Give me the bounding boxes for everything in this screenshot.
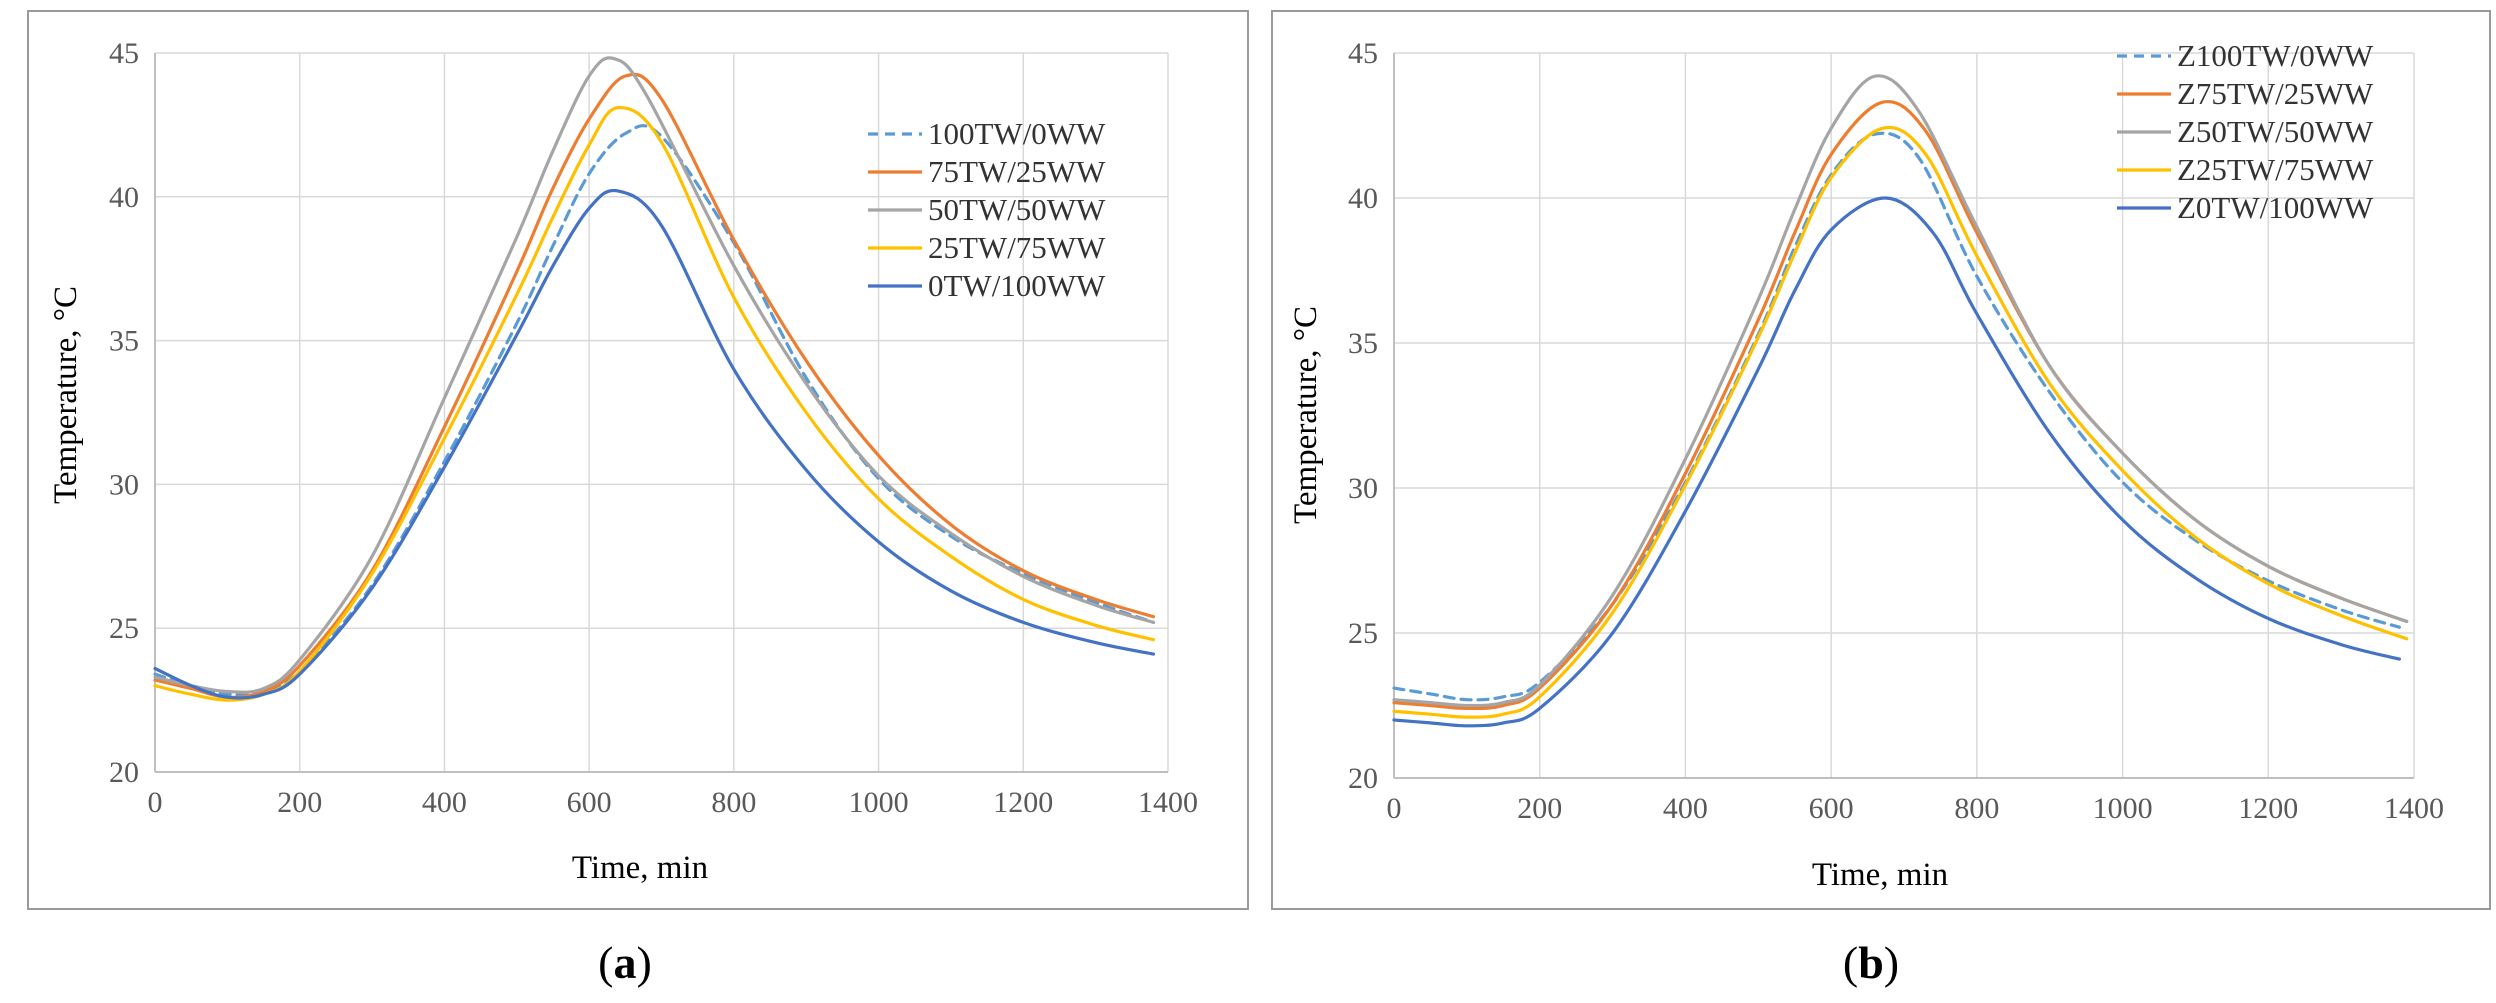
grid-b bbox=[1393, 52, 2415, 779]
chart-panel-b: 0 200 400 600 800 1000 1200 1400 20 25 30 35 40 45 T… bbox=[1271, 10, 2491, 988]
chart-panel-a: 0 200 400 600 800 1000 1200 1400 20 25 30 35 40 45 T… bbox=[27, 10, 1249, 988]
legend-label-b-4: Z0TW/100WW bbox=[2177, 190, 2374, 225]
x-tick-label: 800 bbox=[711, 786, 756, 819]
legend-label-b-1: Z75TW/25WW bbox=[2177, 76, 2374, 111]
caption-a: (a) bbox=[598, 937, 652, 988]
x-ticks-a: 0 200 400 600 800 1000 1200 1400 bbox=[148, 786, 1199, 819]
x-tick-label: 0 bbox=[148, 786, 163, 819]
legend-label-b-2: Z50TW/50WW bbox=[2177, 114, 2374, 149]
y-tick-label: 40 bbox=[1348, 182, 1378, 215]
series-line-b-2 bbox=[1392, 74, 2409, 708]
x-tick-label: 0 bbox=[1387, 792, 1402, 825]
legend-label-a-1: 75TW/25WW bbox=[928, 154, 1106, 189]
series-line-a-2 bbox=[153, 56, 1156, 694]
x-tick-label: 200 bbox=[1517, 792, 1562, 825]
x-tick-label: 1200 bbox=[2238, 792, 2298, 825]
legend-label-b-0: Z100TW/0WW bbox=[2177, 38, 2374, 73]
chart-frame-a bbox=[27, 10, 1249, 910]
x-axis-label-a: Time, min bbox=[572, 850, 708, 886]
y-tick-label: 30 bbox=[109, 468, 139, 501]
series-line-a-4 bbox=[153, 188, 1156, 700]
series-group-b bbox=[1392, 74, 2409, 728]
series-line-b-3 bbox=[1392, 125, 2409, 719]
legend-a: 100TW/0WW75TW/25WW50TW/50WW25TW/75WW0TW/… bbox=[868, 116, 1106, 303]
x-tick-label: 1000 bbox=[2093, 792, 2153, 825]
y-tick-label: 45 bbox=[1348, 37, 1378, 70]
caption-a-letter: a bbox=[614, 937, 637, 988]
y-tick-label: 25 bbox=[1348, 617, 1378, 650]
y-ticks-a: 20 25 30 35 40 45 bbox=[109, 37, 139, 789]
series-line-b-0 bbox=[1392, 131, 2401, 702]
legend-b: Z100TW/0WWZ75TW/25WWZ50TW/50WWZ25TW/75WW… bbox=[2117, 38, 2374, 225]
y-tick-label: 25 bbox=[109, 612, 139, 645]
y-tick-label: 35 bbox=[109, 325, 139, 358]
y-tick-label: 20 bbox=[1348, 762, 1378, 795]
x-tick-label: 1400 bbox=[1138, 786, 1198, 819]
caption-b-close: ) bbox=[1884, 937, 1899, 988]
caption-b-open: ( bbox=[1843, 937, 1858, 988]
x-tick-label: 200 bbox=[277, 786, 322, 819]
series-line-a-0 bbox=[153, 124, 1156, 697]
x-tick-label: 1200 bbox=[993, 786, 1053, 819]
y-tick-label: 45 bbox=[109, 37, 139, 70]
caption-a-open: ( bbox=[598, 937, 613, 988]
legend-label-a-3: 25TW/75WW bbox=[928, 230, 1106, 265]
legend-label-b-3: Z25TW/75WW bbox=[2177, 152, 2374, 187]
y-tick-label: 35 bbox=[1348, 327, 1378, 360]
series-line-a-1 bbox=[153, 72, 1156, 699]
y-tick-label: 40 bbox=[109, 181, 139, 214]
series-line-b-4 bbox=[1392, 196, 2401, 728]
legend-label-a-4: 0TW/100WW bbox=[928, 268, 1106, 303]
y-axis-label-b: Temperature, °C bbox=[1288, 306, 1324, 524]
x-tick-label: 1400 bbox=[2384, 792, 2444, 825]
y-axis-label-a: Temperature, °C bbox=[48, 286, 84, 504]
caption-b: (b) bbox=[1843, 937, 1899, 988]
legend-label-a-2: 50TW/50WW bbox=[928, 192, 1106, 227]
y-ticks-b: 20 25 30 35 40 45 bbox=[1348, 37, 1378, 795]
x-tick-label: 400 bbox=[1663, 792, 1708, 825]
legend-label-a-0: 100TW/0WW bbox=[928, 116, 1106, 151]
x-tick-label: 600 bbox=[567, 786, 612, 819]
series-group-a bbox=[153, 56, 1156, 702]
x-tick-label: 1000 bbox=[849, 786, 909, 819]
caption-a-close: ) bbox=[637, 937, 652, 988]
x-ticks-b: 0 200 400 600 800 1000 1200 1400 bbox=[1387, 792, 2445, 825]
chart-frame-b bbox=[1271, 10, 2491, 910]
x-tick-label: 400 bbox=[422, 786, 467, 819]
y-tick-label: 20 bbox=[109, 756, 139, 789]
caption-b-letter: b bbox=[1858, 937, 1884, 988]
y-tick-label: 30 bbox=[1348, 472, 1378, 505]
x-tick-label: 600 bbox=[1809, 792, 1854, 825]
x-tick-label: 800 bbox=[1954, 792, 1999, 825]
x-axis-label-b: Time, min bbox=[1812, 857, 1948, 893]
